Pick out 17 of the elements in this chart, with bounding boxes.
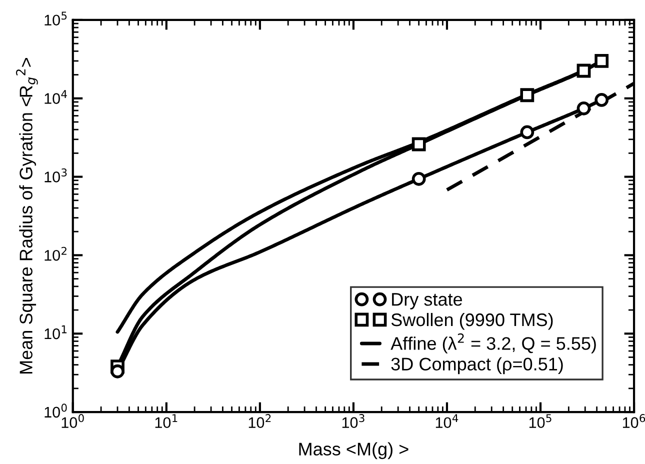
y-tick-label: 10$^{1}$ (44, 325, 67, 340)
y-axis-title: Mean Square Radius of Gyration <R$_{g}$$^{2}$> (16, 58, 38, 374)
y-tick-label: 10$^{4}$ (44, 90, 67, 104)
y-tick-label: 10$^{5}$ (44, 12, 67, 26)
x-tick-label: 10$^{6}$ (622, 414, 645, 428)
x-tick-label: 10$^{4}$ (436, 414, 458, 428)
y-tick-label: 10$^{3}$ (44, 168, 67, 182)
legend-label: 3D Compact (ρ=0.51) (391, 357, 563, 374)
legend-label: Swollen (9990 TMS) (391, 312, 553, 330)
x-tick-label: 10$^{3}$ (342, 414, 364, 428)
x-tick-label: 10$^{2}$ (248, 414, 271, 428)
x-tick-label: 10$^{5}$ (529, 414, 552, 428)
legend-label: Dry state (392, 293, 462, 310)
legend-label: Affine (λ$^{2}$ = 3.2, Q = 5.55) (390, 333, 596, 354)
y-tick-label: 10$^{2}$ (44, 246, 66, 261)
x-axis-title: Mass <M(g) > (299, 442, 408, 460)
x-tick-label: 10$^{1}$ (155, 414, 178, 428)
